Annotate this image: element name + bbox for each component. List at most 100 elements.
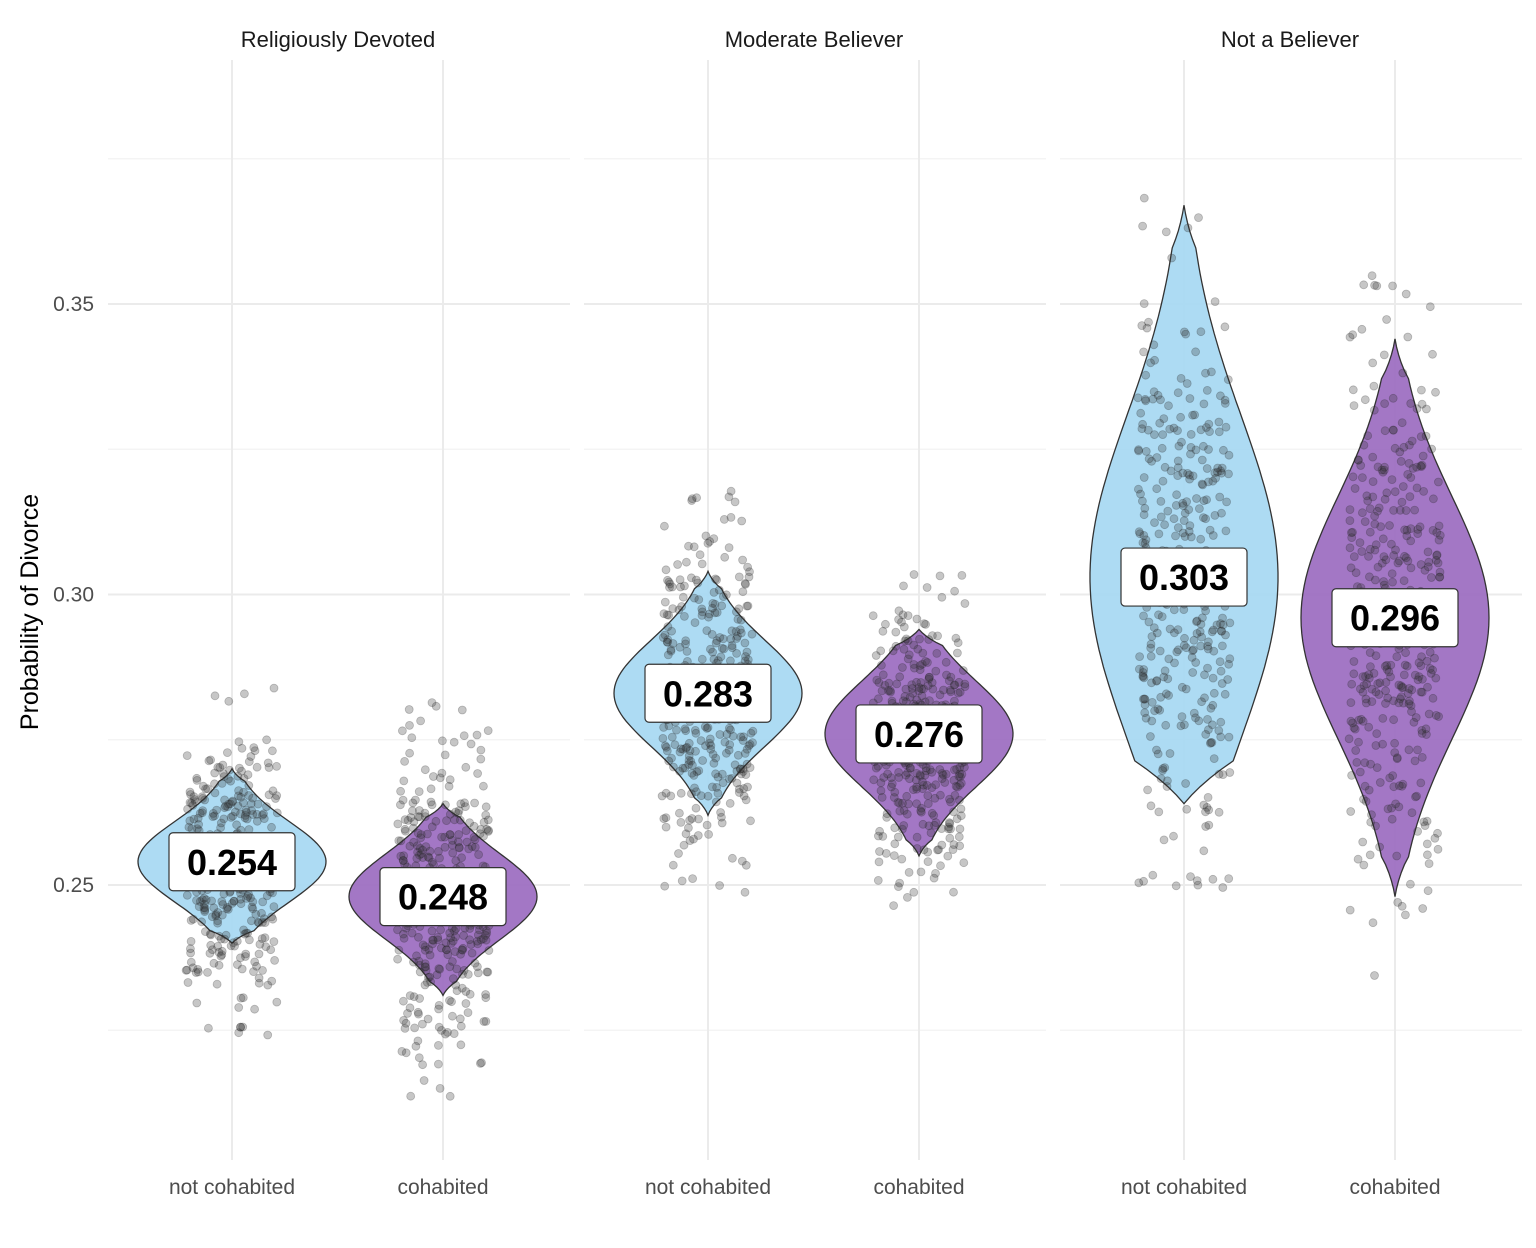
data-point [1211,473,1220,483]
data-point [210,788,220,798]
data-point [452,986,462,996]
data-point [1164,691,1173,700]
data-point [1393,558,1403,568]
data-point [741,795,751,805]
data-point [941,657,951,667]
data-point [1223,675,1233,684]
data-point [225,799,235,809]
data-point [1197,455,1207,465]
data-point [949,807,958,817]
data-point [727,641,737,650]
data-point [923,857,933,866]
data-point [228,796,238,806]
data-point [1375,778,1385,787]
data-point [1217,468,1226,478]
facet-strip-label: Moderate Believer [725,27,904,52]
data-point [736,769,746,779]
data-point [1389,782,1399,792]
data-point [894,615,903,624]
data-point [1208,700,1218,710]
data-point [1349,552,1359,561]
data-point [1373,462,1383,472]
data-point [1398,683,1408,692]
data-point [874,678,884,687]
data-point [895,878,904,888]
data-point [744,572,754,582]
data-point [1144,617,1154,627]
data-point [441,938,451,948]
data-point [1133,393,1143,403]
data-point [1206,703,1216,713]
data-point [483,827,493,836]
data-point [413,812,423,821]
data-point [1220,322,1230,332]
data-point [1173,523,1183,532]
data-point [464,844,474,854]
data-point [476,745,486,755]
data-point [466,739,476,749]
data-point [887,779,897,789]
data-point [476,754,486,764]
data-point [1350,484,1360,493]
data-point [225,765,235,775]
data-point [1143,425,1153,435]
data-point [1149,387,1159,397]
data-point [222,748,232,757]
data-point [1378,467,1388,477]
data-point [907,680,917,690]
data-point [1400,525,1409,535]
data-point [742,647,752,657]
data-point [1390,487,1400,497]
x-tick-label: cohabited [397,1176,488,1199]
data-point [1435,530,1445,540]
data-point [912,769,921,778]
data-point [1397,781,1407,791]
data-point [433,847,443,856]
data-point [189,792,199,801]
data-point [893,832,903,842]
data-point [952,814,962,824]
gridlines [108,60,1522,1160]
data-point [1191,658,1201,667]
data-point [1159,672,1169,682]
data-point [1416,661,1426,671]
data-point [730,497,740,507]
data-point [1417,462,1426,472]
data-point [1172,490,1181,500]
data-point [1152,745,1161,755]
data-point [477,1058,486,1068]
data-point [1353,455,1363,465]
data-point [1423,850,1432,860]
data-point [660,597,670,607]
data-point [244,791,254,800]
data-point [732,766,742,776]
data-point [1172,647,1182,657]
data-point [1214,417,1224,427]
data-point [1194,213,1203,223]
data-point [473,939,483,949]
data-point [1417,385,1426,395]
data-point [1139,510,1149,520]
data-point [1156,692,1166,702]
data-point [422,829,432,839]
data-point [1203,641,1212,651]
data-point [1184,527,1194,536]
data-point [1155,646,1165,656]
data-point [1152,676,1161,686]
mean-label: 0.248 [398,877,488,918]
data-point [406,813,416,822]
data-point [956,778,966,788]
data-point [458,945,467,955]
data-point [435,1084,445,1093]
data-point [241,949,251,959]
data-point [1369,381,1379,391]
data-point [662,746,672,756]
data-point [1150,355,1159,365]
data-point [237,964,247,974]
data-point [187,798,197,808]
data-point [746,728,756,738]
data-point [1134,484,1143,494]
data-point [953,638,963,648]
data-point [423,1014,433,1024]
data-point [1368,477,1378,487]
